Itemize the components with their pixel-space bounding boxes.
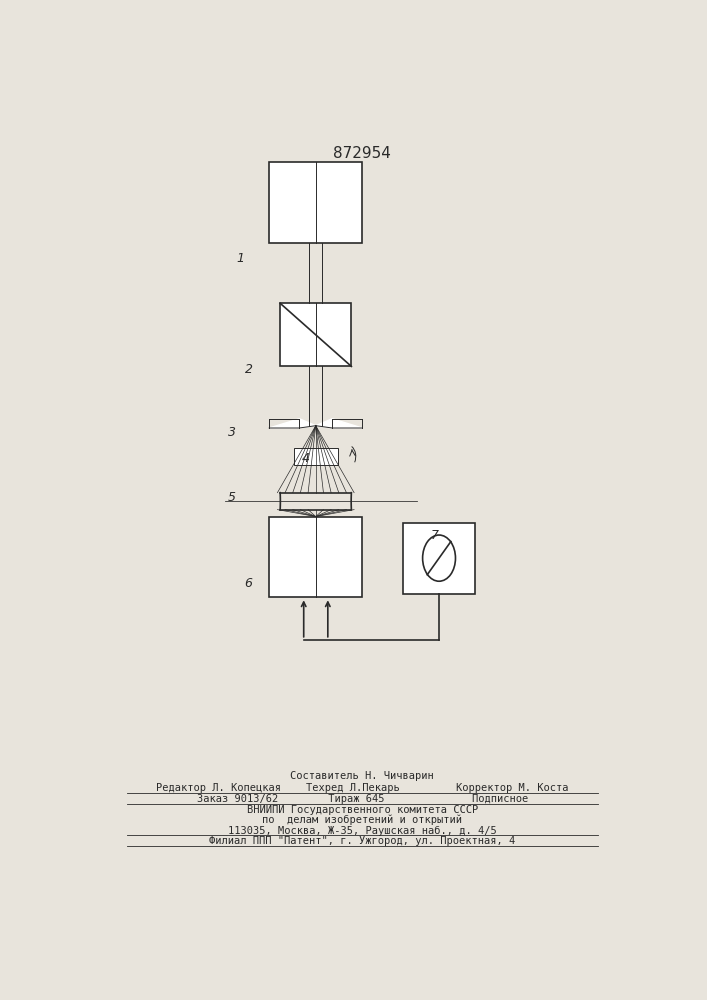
Text: ВНИИПИ Государственного комитета СССР: ВНИИПИ Государственного комитета СССР bbox=[247, 805, 478, 815]
Bar bbox=[269, 162, 363, 243]
Text: Составитель Н. Чичварин: Составитель Н. Чичварин bbox=[291, 771, 434, 781]
Text: 6: 6 bbox=[245, 577, 252, 590]
Text: 4: 4 bbox=[302, 452, 310, 465]
Text: Редактор Л. Копецкая    Техред Л.Пекарь         Корректор М. Коста: Редактор Л. Копецкая Техред Л.Пекарь Кор… bbox=[156, 783, 568, 793]
Text: 7: 7 bbox=[431, 529, 439, 542]
Polygon shape bbox=[269, 419, 316, 428]
Text: Заказ 9013/62        Тираж 645              Подписное: Заказ 9013/62 Тираж 645 Подписное bbox=[197, 794, 528, 804]
Text: 3: 3 bbox=[228, 426, 236, 439]
Text: 872954: 872954 bbox=[334, 146, 391, 161]
Bar bbox=[280, 303, 351, 366]
Text: Филиал ППП "Патент", г. Ужгород, ул. Проектная, 4: Филиал ППП "Патент", г. Ужгород, ул. Про… bbox=[209, 836, 515, 846]
Text: 2: 2 bbox=[245, 363, 252, 376]
Bar bbox=[294, 448, 338, 465]
Text: 1: 1 bbox=[236, 252, 245, 265]
Text: 113035, Москва, Ж-35, Раушская наб., д. 4/5: 113035, Москва, Ж-35, Раушская наб., д. … bbox=[228, 826, 497, 836]
Bar bbox=[404, 523, 474, 594]
Circle shape bbox=[423, 535, 455, 581]
Text: 5: 5 bbox=[228, 491, 236, 504]
Text: по  делам изобретений и открытий: по делам изобретений и открытий bbox=[262, 815, 462, 825]
Bar bbox=[269, 517, 363, 597]
Polygon shape bbox=[316, 419, 363, 428]
